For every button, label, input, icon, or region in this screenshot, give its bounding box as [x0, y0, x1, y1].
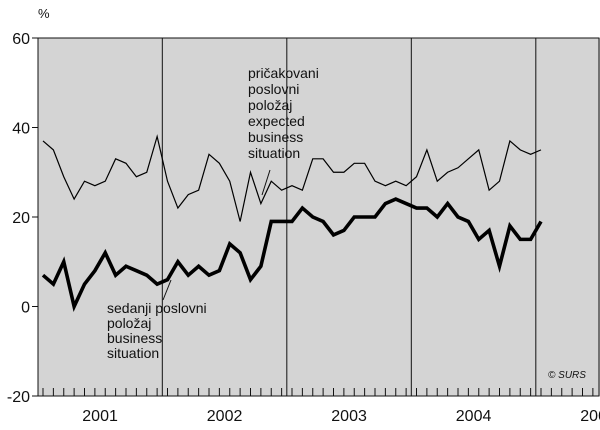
y-tick-label: 20 [12, 210, 30, 227]
x-tick-label: 2001 [82, 408, 118, 425]
y-tick-label: -20 [7, 389, 30, 406]
y-unit-label: % [38, 6, 50, 21]
series-current-line [41, 197, 543, 313]
plot-background [38, 38, 600, 396]
x-tick-label: 2003 [331, 408, 367, 425]
annotation-line: situation [248, 145, 300, 161]
annotation-pointer-expected [261, 169, 271, 196]
annotation-line: položaj [248, 97, 292, 113]
credit-label: © SURS [548, 370, 586, 381]
annotation-line: poslovni [248, 81, 299, 97]
y-tick-label: 0 [21, 300, 30, 317]
annotation-pointer-current [162, 279, 172, 301]
annotation-line: expected [248, 113, 305, 129]
y-tick-labels: -20 0 20 40 60 [7, 31, 30, 406]
annotation-current: sedanji poslovni položaj business situation [107, 300, 207, 361]
y-tick-label: 60 [12, 31, 30, 48]
annotation-line: situation [107, 345, 159, 361]
series-expected-line [42, 134, 542, 222]
annotation-line: business [107, 330, 162, 346]
y-ticks [32, 37, 38, 397]
x-tick-label: 2005 [580, 408, 600, 425]
annotation-expected: pričakovani poslovni položaj expected busine… [248, 65, 319, 161]
plot-frame [37, 37, 600, 397]
x-tick-label: 2004 [456, 408, 492, 425]
minor-ticks [42, 388, 594, 396]
annotation-line: business [248, 129, 303, 145]
y-tick-label: 40 [12, 121, 30, 138]
x-tick-labels: 2001 2002 2003 2004 2005 [82, 408, 600, 425]
annotation-line: sedanji poslovni [107, 300, 207, 316]
x-tick-label: 2002 [207, 408, 243, 425]
annotation-line: položaj [107, 315, 151, 331]
year-dividers [161, 38, 537, 396]
annotation-line: pričakovani [248, 65, 319, 81]
